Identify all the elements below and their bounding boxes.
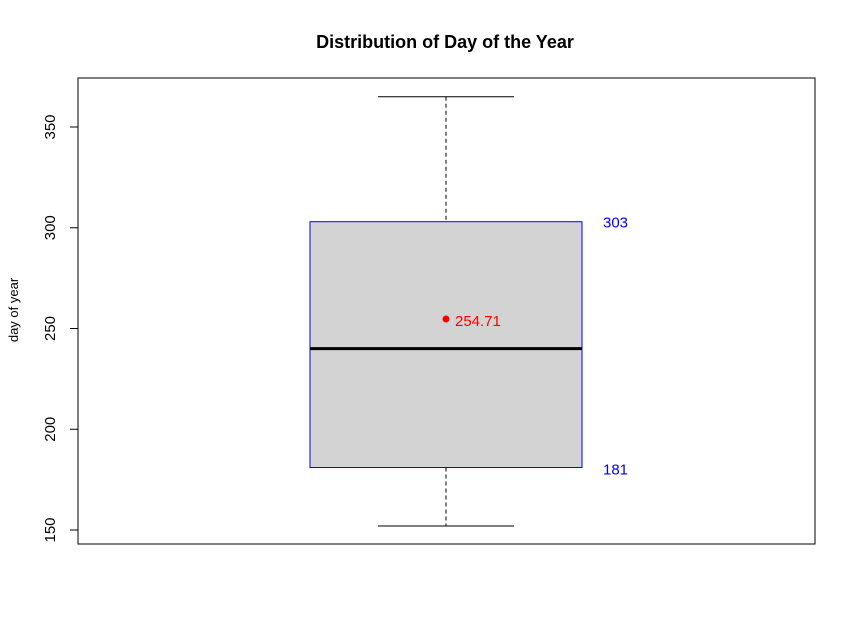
q1-annotation: 181 xyxy=(603,462,628,479)
y-tick-label-200: 200 xyxy=(42,417,59,442)
chart-title: Distribution of Day of the Year xyxy=(316,32,574,52)
boxplot-group xyxy=(309,96,583,527)
y-tick-label-300: 300 xyxy=(42,215,59,240)
mean-point xyxy=(442,315,450,323)
q3-annotation: 303 xyxy=(603,215,628,232)
y-tick-label-350: 350 xyxy=(42,114,59,139)
mean-annotation: 254.71 xyxy=(455,313,501,330)
y-axis-label: day of year xyxy=(6,277,21,342)
y-tick-label-250: 250 xyxy=(42,316,59,341)
y-axis: 150 200 250 300 350 xyxy=(42,114,79,543)
iqr-box xyxy=(309,221,583,469)
y-tick-label-150: 150 xyxy=(42,517,59,542)
